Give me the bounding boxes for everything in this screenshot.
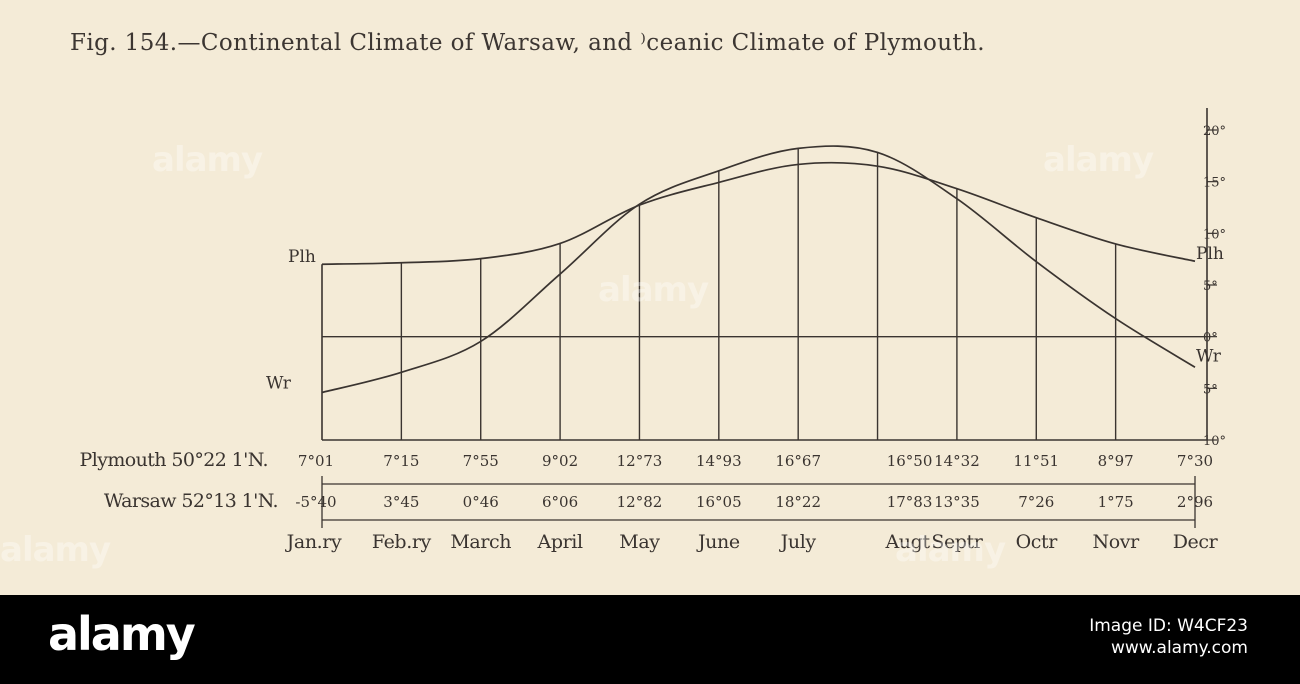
- scale-tick-label: 0°: [1203, 331, 1218, 346]
- value-label-plymouth: 7°30: [1177, 452, 1213, 470]
- value-label-plymouth: 14°93: [696, 452, 742, 470]
- value-label-warsaw: -5°40: [295, 493, 336, 511]
- scale-tick-label: 5°: [1203, 279, 1218, 294]
- value-label-warsaw: 6°06: [542, 493, 578, 511]
- month-label: Jan.ry: [285, 531, 342, 553]
- series-label-warsaw-right: Wr: [1196, 346, 1222, 366]
- watermark: alamy: [1043, 140, 1154, 180]
- figure-caption: Fig. 154.—Continental Climate of Warsaw,…: [70, 30, 986, 56]
- watermark: alamy: [598, 270, 709, 310]
- scale-tick-label: 10°: [1203, 227, 1226, 242]
- value-label-plymouth: 16°50: [887, 452, 933, 470]
- row-label-plymouth: Plymouth 50°22 1'N.: [80, 449, 268, 471]
- chart-lines: [321, 145, 1196, 394]
- series-label-plymouth-left: Plh: [288, 247, 316, 267]
- scale-tick-label: 10°: [1203, 434, 1226, 449]
- month-label: July: [779, 531, 817, 553]
- month-label: March: [450, 531, 511, 553]
- series-line-warsaw: [321, 145, 1196, 394]
- month-label: Septr: [931, 531, 983, 553]
- month-label: Augt: [884, 531, 930, 553]
- month-label: Octr: [1016, 531, 1059, 553]
- month-label: Novr: [1092, 531, 1140, 553]
- value-label-plymouth: 14°32: [934, 452, 980, 470]
- watermark: alamy: [895, 530, 1006, 570]
- value-label-plymouth: 7°15: [383, 452, 419, 470]
- image-id: Image ID: W4CF23: [1089, 616, 1248, 636]
- site-link[interactable]: www.alamy.com: [1110, 638, 1248, 658]
- value-label-plymouth: 16°67: [775, 452, 821, 470]
- value-label-warsaw: 0°46: [463, 493, 499, 511]
- value-label-plymouth: 7°55: [463, 452, 499, 470]
- month-label: April: [537, 531, 583, 553]
- scale-tick-label: 5°: [1203, 382, 1218, 397]
- month-label: Feb.ry: [372, 531, 432, 553]
- value-label-warsaw: 12°82: [617, 493, 663, 511]
- chart-labels: Plh Wr Plh Wr 20° 15° 10° 5° 0° 5° 10° Plymouth 50°…: [80, 124, 1227, 553]
- value-label-warsaw: 16°05: [696, 493, 742, 511]
- value-label-warsaw: 3°45: [383, 493, 419, 511]
- scale-tick-label: 15°: [1203, 176, 1226, 191]
- chart-grid: [321, 108, 1217, 528]
- value-label-warsaw: 18°22: [775, 493, 821, 511]
- value-label-plymouth: 7°01: [298, 452, 334, 470]
- series-label-warsaw-left: Wr: [266, 373, 292, 393]
- value-label-plymouth: 8°97: [1098, 452, 1134, 470]
- image-info: Image ID: W4CF23 www.alamy.com: [1089, 615, 1248, 659]
- value-label-warsaw: 13°35: [934, 493, 980, 511]
- row-label-warsaw: Warsaw 52°13 1'N.: [104, 490, 278, 512]
- value-label-warsaw: 17°83: [887, 493, 933, 511]
- value-label-warsaw: 1°75: [1098, 493, 1134, 511]
- value-label-plymouth: 11°51: [1013, 452, 1059, 470]
- value-label-warsaw: 2°96: [1177, 493, 1213, 511]
- month-label: June: [696, 531, 740, 553]
- stock-footer: alamy Image ID: W4CF23 www.alamy.com: [0, 595, 1300, 684]
- alamy-logo[interactable]: alamy: [48, 607, 196, 661]
- value-label-warsaw: 7°26: [1018, 493, 1054, 511]
- watermark: alamy: [0, 530, 111, 570]
- figure-page: [0, 0, 1300, 595]
- watermark: alamy: [152, 140, 263, 180]
- climate-chart: Plh Wr Plh Wr 20° 15° 10° 5° 0° 5° 10° Plymouth 50°…: [80, 108, 1227, 553]
- value-label-plymouth: 9°02: [542, 452, 578, 470]
- scale-tick-label: 20°: [1203, 124, 1226, 139]
- series-label-plymouth-right: Plh: [1196, 244, 1224, 264]
- value-label-plymouth: 12°73: [617, 452, 663, 470]
- series-line-plymouth: [321, 161, 1196, 266]
- month-label: Decr: [1173, 531, 1219, 553]
- month-label: May: [619, 531, 660, 553]
